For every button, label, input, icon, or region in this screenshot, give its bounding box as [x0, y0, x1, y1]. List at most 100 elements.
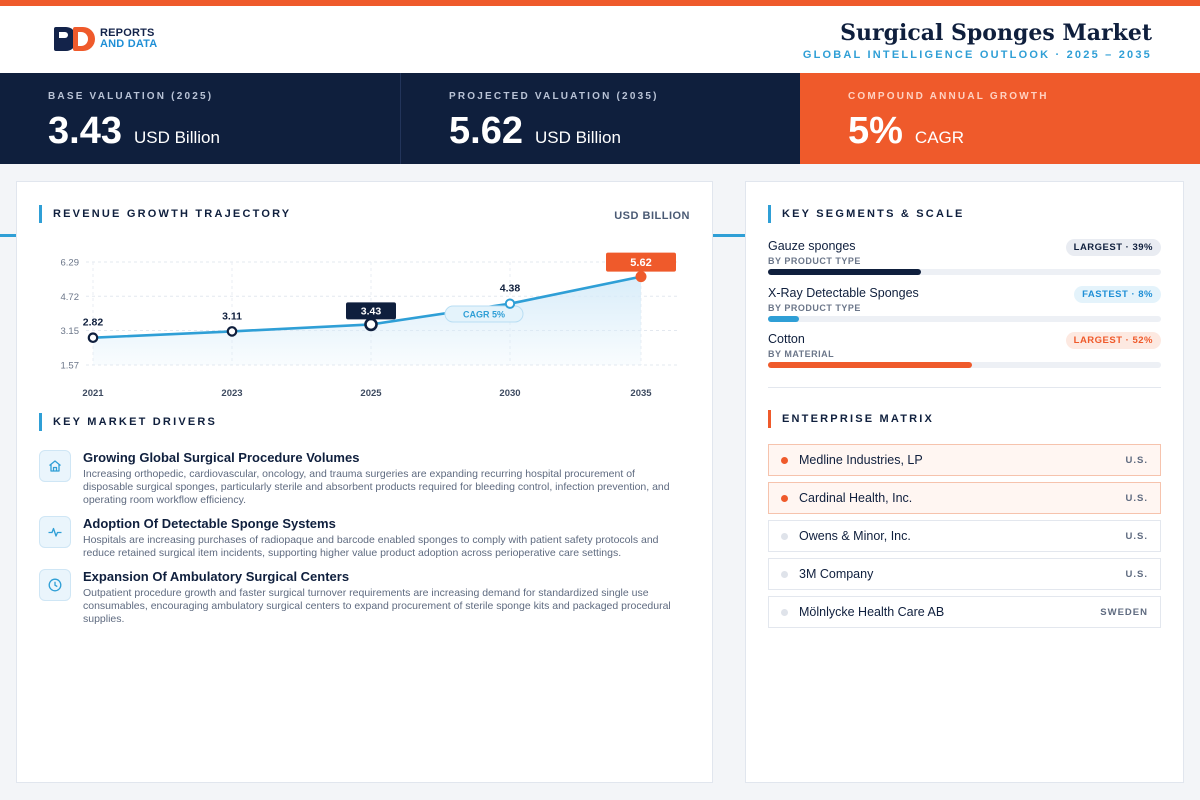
status-dot-icon — [781, 609, 788, 616]
revenue-card: REVENUE GROWTH TRAJECTORY USD BILLION 6.… — [16, 181, 713, 783]
segment-track — [768, 362, 1161, 368]
enterprise-row[interactable]: Mölnlycke Health Care AB SWEDEN — [768, 596, 1161, 628]
data-point — [504, 298, 516, 309]
kpi-unit: CAGR — [914, 128, 965, 147]
y-tick-label: 4.72 — [61, 292, 80, 303]
kpi-projected-valuation: PROJECTED VALUATION (2035) 5.62 USD Billi… — [400, 73, 800, 164]
enterprise-row[interactable]: Cardinal Health, Inc. U.S. — [768, 482, 1161, 514]
segment-category: BY MATERIAL — [768, 349, 835, 359]
brand-line-1: REPORTS — [100, 27, 155, 39]
segment-item: Cotton BY MATERIAL LARGEST · 52% — [768, 332, 1161, 376]
segment-category: BY PRODUCT TYPE — [768, 303, 861, 313]
segment-category: BY PRODUCT TYPE — [768, 256, 861, 266]
kpi-unit: USD Billion — [133, 128, 220, 147]
data-label: 4.38 — [500, 283, 521, 295]
enterprise-section-title: ENTERPRISE MATRIX — [768, 410, 934, 428]
enterprise-country: U.S. — [1125, 569, 1148, 580]
kpi-label: PROJECTED VALUATION (2035) — [449, 91, 659, 102]
enterprise-country: SWEDEN — [1100, 607, 1148, 618]
x-tick-label: 2023 — [221, 388, 242, 399]
pulse-icon — [39, 516, 71, 548]
page-title: Surgical Sponges Market — [840, 20, 1152, 46]
data-label: 5.62 — [630, 257, 651, 269]
x-tick-label: 2021 — [82, 388, 104, 399]
driver-text: Outpatient procedure growth and faster s… — [83, 587, 671, 625]
segments-section-title: KEY SEGMENTS & SCALE — [768, 205, 965, 223]
enterprise-name: 3M Company — [799, 567, 874, 581]
segment-badge: LARGEST · 52% — [1065, 332, 1161, 349]
data-label: 2.82 — [83, 317, 104, 329]
value-badge — [606, 252, 676, 272]
kpi-cagr: COMPOUND ANNUAL GROWTH 5% CAGR — [800, 73, 1200, 164]
enterprise-name: Owens & Minor, Inc. — [799, 529, 911, 543]
kpi-row: BASE VALUATION (2025) 3.43 USD Billion PR… — [0, 73, 1200, 237]
segment-name: Gauze sponges — [768, 239, 856, 253]
drivers-title: KEY MARKET DRIVERS — [53, 416, 218, 428]
section-marker — [39, 205, 42, 223]
kpi-label: BASE VALUATION (2025) — [48, 91, 214, 102]
logo-mark-icon — [54, 27, 96, 51]
x-tick-label: 2030 — [499, 388, 520, 399]
section-marker — [39, 413, 42, 431]
y-tick-label: 1.57 — [61, 361, 80, 372]
segment-badge: LARGEST · 39% — [1065, 239, 1161, 256]
segment-item: Gauze sponges BY PRODUCT TYPE LARGEST · … — [768, 239, 1161, 283]
cagr-annotation: CAGR 5% — [463, 310, 505, 320]
brand-logo[interactable]: REPORTS AND DATA — [54, 26, 157, 52]
value-badge — [346, 302, 396, 320]
data-label: 3.11 — [222, 310, 242, 322]
kpi-value: 5% — [848, 110, 903, 152]
enterprise-name: Medline Industries, LP — [799, 453, 923, 467]
segment-name: X-Ray Detectable Sponges — [768, 286, 919, 300]
segment-track — [768, 316, 1161, 322]
kpi-value: 3.43 — [48, 110, 122, 152]
kpi-base-valuation: BASE VALUATION (2025) 3.43 USD Billion — [0, 73, 400, 164]
revenue-title: REVENUE GROWTH TRAJECTORY — [53, 208, 292, 220]
drivers-section-title: KEY MARKET DRIVERS — [39, 413, 217, 431]
enterprise-row[interactable]: 3M Company U.S. — [768, 558, 1161, 590]
enterprise-row[interactable]: Medline Industries, LP U.S. — [768, 444, 1161, 476]
page-subtitle: GLOBAL INTELLIGENCE OUTLOOK · 2025 – 203… — [802, 49, 1152, 61]
chart-unit-label: USD BILLION — [614, 210, 690, 222]
data-point — [364, 317, 378, 332]
data-point — [87, 332, 99, 344]
enterprise-name: Cardinal Health, Inc. — [799, 491, 913, 505]
x-tick-label: 2025 — [360, 388, 382, 399]
enterprise-name: Mölnlycke Health Care AB — [799, 605, 945, 619]
enterprise-title: ENTERPRISE MATRIX — [782, 413, 935, 425]
segments-title: KEY SEGMENTS & SCALE — [782, 208, 965, 220]
page-header: REPORTS AND DATA Surgical Sponges Market… — [0, 6, 1200, 73]
enterprise-country: U.S. — [1125, 455, 1148, 466]
status-dot-icon — [781, 495, 788, 502]
cagr-pill — [444, 305, 524, 323]
segment-share-fill — [768, 316, 800, 322]
segment-share-fill — [768, 269, 922, 275]
y-tick-label: 3.15 — [61, 326, 80, 337]
enterprise-country: U.S. — [1125, 493, 1148, 504]
segment-name: Cotton — [768, 332, 805, 346]
segments-card: KEY SEGMENTS & SCALE Gauze sponges BY PR… — [745, 181, 1184, 783]
top-accent-bar — [0, 0, 1200, 6]
segment-badge: FASTEST · 8% — [1074, 286, 1161, 303]
revenue-chart: 6.29 4.72 3.15 1.57 CAGR 5% 2.82 2021 3.11 2023 3… — [61, 252, 679, 399]
segment-item: X-Ray Detectable Sponges BY PRODUCT TYPE… — [768, 286, 1161, 330]
kpi-label: COMPOUND ANNUAL GROWTH — [848, 91, 1049, 102]
section-marker — [768, 410, 771, 428]
driver-text: Increasing orthopedic, cardiovascular, o… — [83, 468, 670, 506]
home-icon — [39, 450, 71, 482]
brand-line-2: AND DATA — [100, 38, 158, 50]
data-point — [635, 271, 647, 283]
segment-track — [768, 269, 1161, 275]
driver-text: Hospitals are increasing purchases of ra… — [83, 534, 659, 559]
enterprise-row[interactable]: Owens & Minor, Inc. U.S. — [768, 520, 1161, 552]
status-dot-icon — [781, 533, 788, 540]
y-tick-label: 6.29 — [61, 258, 80, 269]
driver-title: Expansion Of Ambulatory Surgical Centers — [83, 569, 350, 584]
data-point — [226, 326, 238, 337]
driver-title: Adoption Of Detectable Sponge Systems — [83, 516, 336, 531]
section-marker — [768, 205, 771, 223]
clock-icon — [39, 569, 71, 601]
x-tick-label: 2035 — [630, 388, 652, 399]
status-dot-icon — [781, 457, 788, 464]
enterprise-country: U.S. — [1125, 531, 1148, 542]
